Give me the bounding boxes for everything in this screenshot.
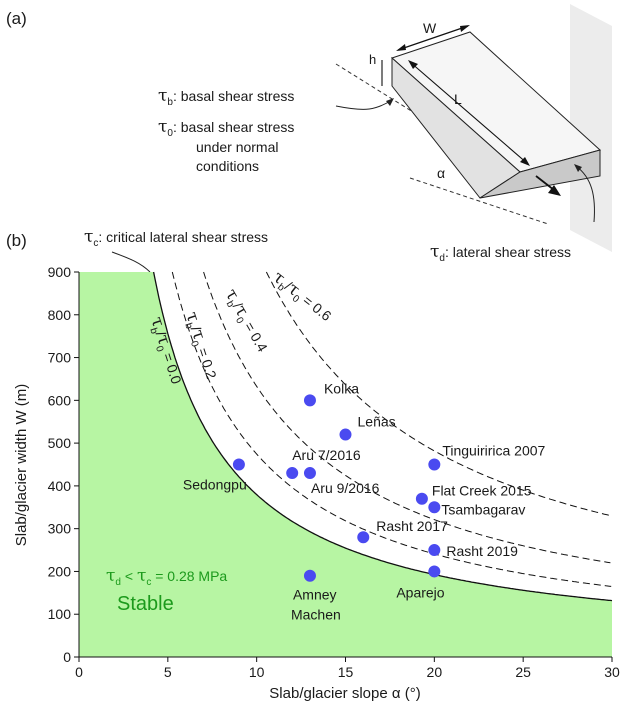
svg-text:τb/τ0 = 0.4: τb/τ0 = 0.4 xyxy=(219,286,273,357)
data-point-label: Rasht 2019 xyxy=(446,543,518,559)
threshold-inequality: τd < τc = 0.28 MPa xyxy=(106,566,227,588)
lateral-stress-leader xyxy=(575,165,595,223)
panel-a: (a) W h L α τb: basal shea xyxy=(6,4,612,264)
data-point-label: Kolka xyxy=(324,380,359,396)
data-point xyxy=(303,467,316,480)
data-point xyxy=(428,458,441,471)
length-arrow-head-top xyxy=(408,60,418,69)
movement-arrow-head xyxy=(548,185,561,196)
svg-text:τb/τ0 = 0.6: τb/τ0 = 0.6 xyxy=(268,267,336,327)
slope-angle-label: α xyxy=(437,165,445,181)
curve-label-ratio-0-6: τb/τ0 = 0.6 xyxy=(268,267,336,327)
slope-line-lower xyxy=(409,177,549,225)
curve-label-ratio-0-4: τb/τ0 = 0.4 xyxy=(219,286,273,357)
data-point xyxy=(339,428,352,441)
data-point-label: Tinguiririca 2007 xyxy=(442,443,545,459)
curve-ratio-0-4 xyxy=(203,271,611,564)
y-tick-label: 0 xyxy=(63,649,71,665)
data-point-label: Aru 7/2016 xyxy=(292,447,361,463)
curve-ratio-0-6 xyxy=(265,271,612,517)
data-points xyxy=(232,394,441,582)
x-tick-label: 0 xyxy=(75,664,83,680)
x-tick-label: 30 xyxy=(604,664,620,680)
data-point-label: Flat Creek 2015 xyxy=(432,483,532,499)
y-tick-label: 500 xyxy=(48,435,72,451)
wall-plane xyxy=(570,4,612,252)
y-tick-label: 700 xyxy=(48,350,72,366)
threshold-curves xyxy=(152,271,613,602)
width-arrow-head-left xyxy=(396,44,406,51)
tau-c-leader xyxy=(111,251,151,273)
data-point-label: Sedongpu xyxy=(183,477,247,493)
length-label: L xyxy=(454,91,462,107)
data-point-label: Aru 9/2016 xyxy=(311,480,380,496)
data-point xyxy=(428,565,441,578)
curve-ratio-0 xyxy=(152,271,613,602)
data-point xyxy=(303,569,316,582)
y-tick-label: 400 xyxy=(48,478,72,494)
data-point xyxy=(428,501,441,514)
data-point-label: Aparejo xyxy=(396,584,444,600)
x-tick-label: 5 xyxy=(164,664,172,680)
x-axis-title: Slab/glacier slope α (°) xyxy=(269,685,420,702)
x-tick-label: 15 xyxy=(338,664,354,680)
basal-stress-leader-head xyxy=(386,98,394,106)
stable-label: Stable xyxy=(117,593,174,615)
tau-0-legend: τ0: basal shear stress xyxy=(158,117,294,139)
tau-0-legend-line2: under normal xyxy=(196,139,279,155)
data-point xyxy=(428,544,441,557)
width-dimension-arrow xyxy=(397,25,469,51)
data-point-label: Rasht 2017 xyxy=(376,518,448,534)
data-point-label: Leñas xyxy=(358,414,396,430)
y-tick-label: 600 xyxy=(48,392,72,408)
data-point-label: Amney Machen xyxy=(291,587,341,623)
x-tick-label: 10 xyxy=(249,664,265,680)
length-arrow-head-bottom xyxy=(520,157,530,166)
thickness-label: h xyxy=(369,52,376,67)
tau-d-legend: τd: lateral shear stress xyxy=(430,242,571,264)
data-point xyxy=(286,467,299,480)
curve-ratio-0-2 xyxy=(171,271,612,587)
movement-arrow xyxy=(535,175,555,191)
basal-stress-leader xyxy=(335,99,393,110)
panel-b-label: (b) xyxy=(6,231,27,250)
tau-0-legend-line3: conditions xyxy=(196,158,259,174)
panel-a-label: (a) xyxy=(6,9,27,28)
panel-b: (b) τc: critical lateral shear stress 0 5… xyxy=(6,227,620,702)
y-tick-label: 300 xyxy=(48,521,72,537)
x-tick-label: 25 xyxy=(515,664,531,680)
stable-region xyxy=(79,272,612,657)
data-point-labels: Kolka Leñas Tinguiririca 2007 Aru 7/2016 Aru… xyxy=(183,380,546,622)
width-arrow-head-right xyxy=(460,25,470,32)
x-tick-label: 20 xyxy=(427,664,443,680)
y-axis-title: Slab/glacier width W (m) xyxy=(13,384,30,547)
curve-label-ratio-0-2: τb/τ0 = 0.2 xyxy=(179,309,221,382)
svg-text:τb/τ0 = 0.2: τb/τ0 = 0.2 xyxy=(179,309,221,382)
length-dimension-arrow xyxy=(409,61,529,165)
data-point xyxy=(232,458,245,471)
data-point xyxy=(415,492,428,505)
data-point-label: Tsambagarav xyxy=(441,501,525,517)
lateral-stress-leader-head xyxy=(574,164,582,172)
tau-b-legend: τb: basal shear stress xyxy=(158,86,294,108)
y-tick-label: 100 xyxy=(48,606,72,622)
y-tick-label: 200 xyxy=(48,563,72,579)
data-point xyxy=(303,394,316,407)
data-point xyxy=(357,531,370,544)
slab-front-face xyxy=(479,149,601,199)
width-label: W xyxy=(423,20,437,36)
tau-c-legend: τc: critical lateral shear stress xyxy=(84,227,268,249)
y-tick-label: 900 xyxy=(48,264,72,280)
y-tick-label: 800 xyxy=(48,307,72,323)
